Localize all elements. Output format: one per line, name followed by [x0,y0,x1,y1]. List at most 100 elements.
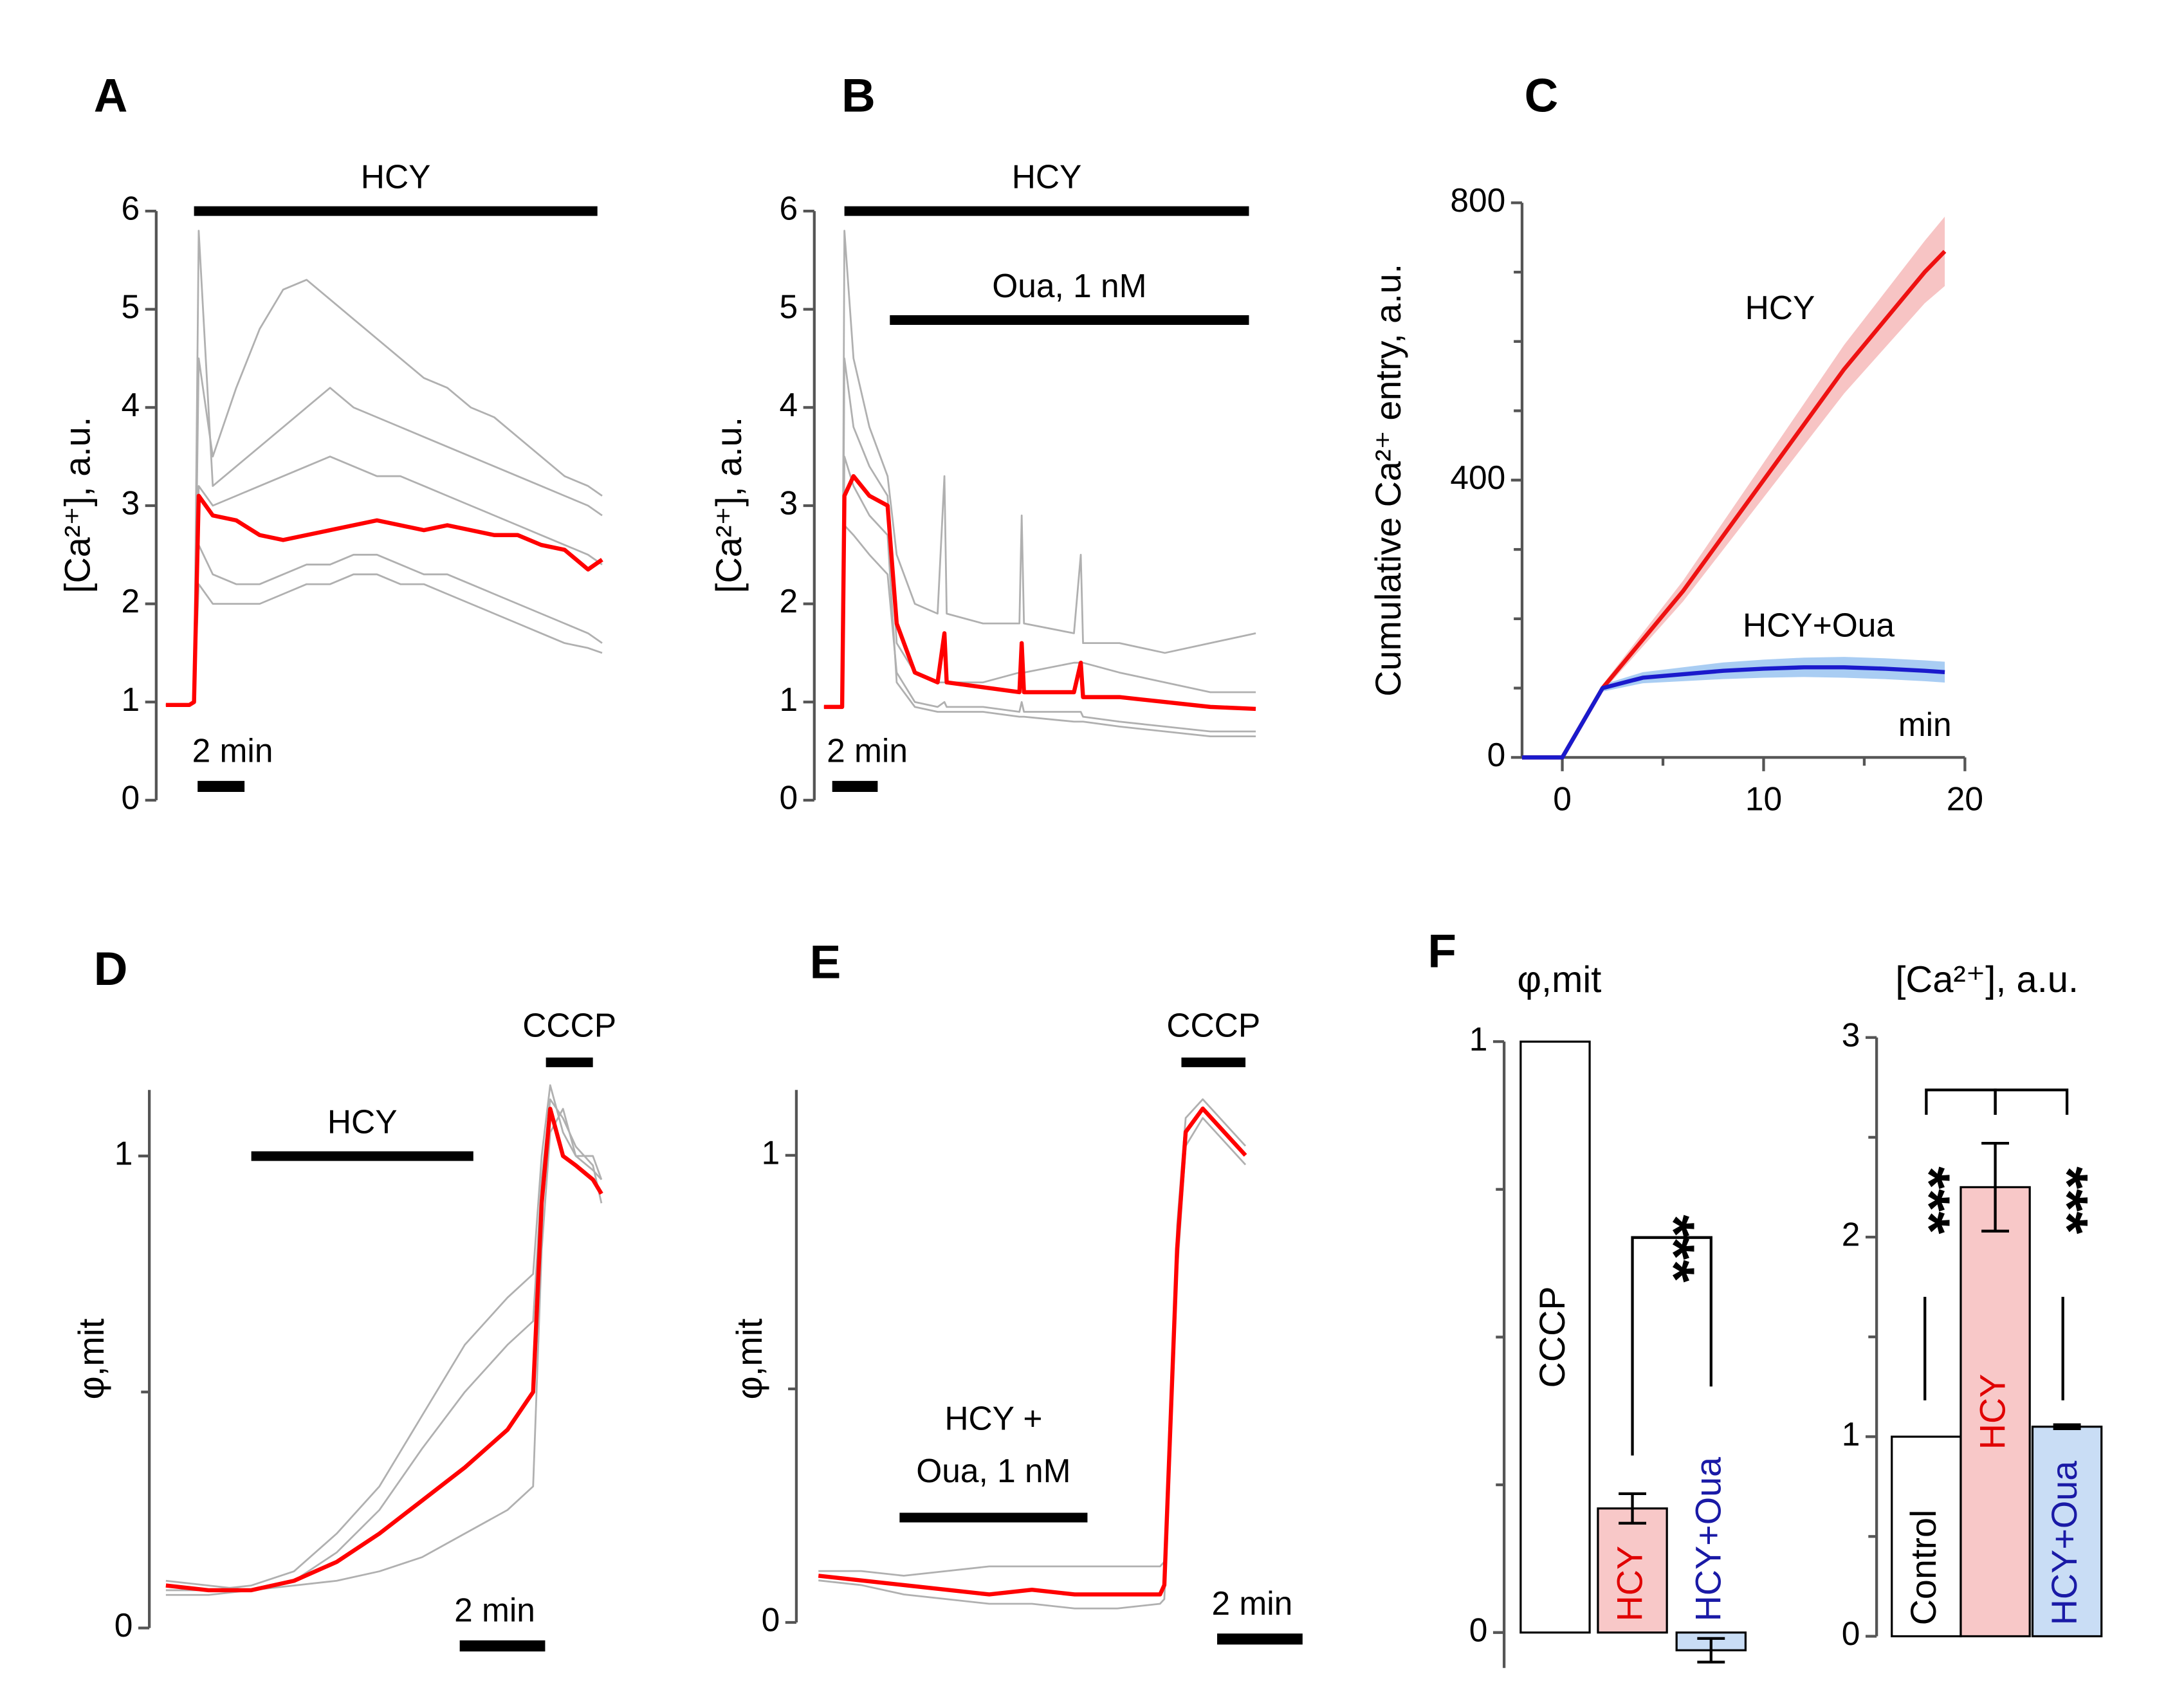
trace [823,357,1256,708]
trace [823,473,1256,712]
panel-title: [Ca²⁺], a.u. [1895,959,2079,1000]
y-axis-label: φ,mit [730,1318,769,1399]
treatment-label: CCCP [1166,1006,1260,1043]
y-tick-label: 3 [121,484,140,522]
significance-bracket [1631,1236,1712,1456]
trace [818,1107,1247,1597]
significance-stars: *** [2035,1166,2100,1234]
y-tick-label: 1 [779,681,798,718]
y-tick-label: 800 [1450,181,1505,219]
panel-letter: E [810,936,841,988]
y-tick-label: 2 [1842,1216,1860,1253]
treatment-label: Oua, 1 nM [916,1452,1070,1489]
y-tick-label: 5 [121,288,140,325]
scale-bar-label: 2 min [454,1592,535,1629]
y-tick-label: 1 [115,1135,133,1172]
y-tick-label: 0 [1469,1611,1488,1648]
trace [165,493,603,708]
series-label: HCY+Oua [1743,606,1895,643]
y-tick-label: 5 [779,288,798,325]
panel-letter: F [1427,925,1456,977]
y-tick-label: 1 [762,1134,780,1171]
y-tick-label: 2 [779,582,798,620]
y-tick-label: 2 [121,582,140,620]
y-axis-label: φ,mit [71,1318,111,1399]
y-tick-label: 0 [121,778,140,816]
trace [165,573,603,706]
y-tick-label: 400 [1450,459,1505,496]
treatment-label: HCY + [944,1400,1042,1437]
trace [165,1107,603,1593]
scale-bar-label: 2 min [1211,1584,1292,1622]
x-axis-label: min [1898,706,1952,743]
significance-bracket [1994,1088,2069,1115]
treatment-label: CCCP [522,1006,616,1043]
y-tick-label: 0 [779,778,798,816]
bar [1960,1186,2031,1638]
error-bar [1619,1492,1646,1525]
bar-label: HCY [1972,1374,2012,1450]
trace [818,1117,1247,1610]
x-tick-label: 10 [1745,780,1782,818]
y-tick-label: 1 [121,681,140,718]
trace [1521,665,1945,760]
series-label: HCY [1745,289,1815,326]
trace [818,1098,1247,1577]
error-bar [1697,1637,1725,1664]
bar [1519,1040,1591,1634]
y-tick-label: 0 [1487,736,1506,773]
bar [2031,1426,2103,1638]
y-tick-label: 0 [1842,1615,1860,1652]
trace [165,230,603,706]
bar-label: CCCP [1532,1286,1572,1388]
panel-letter: D [94,943,128,995]
significance-bracket [1925,1088,1997,1115]
treatment-label: HCY [361,158,431,195]
y-tick-label: 1 [1469,1020,1488,1058]
bar-label: HCY+Oua [2044,1461,2084,1626]
error-bar [1981,1142,2010,1233]
treatment-label: HCY [1012,158,1082,195]
scale-bar-label: 2 min [192,732,273,769]
trace [165,279,603,706]
y-tick-label: 6 [779,190,798,227]
trace [823,230,1256,708]
trace [1521,250,1947,760]
error-band [1521,216,1945,758]
significance-stars: *** [1896,1166,1961,1234]
x-tick-label: 0 [1553,780,1572,818]
bar-label: Control [1904,1510,1943,1626]
y-axis-label: Cumulative Ca²⁺ entry, a.u. [1368,264,1408,697]
panel-title: φ,mit [1517,959,1601,1000]
treatment-label: HCY [327,1103,398,1140]
trace [165,455,603,706]
y-tick-label: 0 [115,1606,133,1644]
trace [165,544,603,706]
trace [823,455,1256,738]
x-tick-label: 20 [1947,780,1983,818]
trace [165,1084,603,1592]
treatment-label: Oua, 1 nM [992,267,1146,304]
y-axis-label: [Ca²⁺], a.u. [58,417,98,593]
y-tick-label: 4 [779,386,798,423]
scale-bar-label: 2 min [827,732,908,769]
bar [1597,1507,1668,1634]
bar [1891,1435,1962,1638]
y-tick-label: 4 [121,386,140,423]
bar-label: HCY [1610,1546,1649,1622]
panel-letter: C [1525,70,1559,122]
panel-letter: A [94,70,128,122]
y-tick-label: 1 [1842,1415,1860,1453]
error-bar [2053,1423,2081,1430]
y-axis-label: [Ca²⁺], a.u. [709,417,749,593]
y-tick-label: 3 [779,484,798,522]
y-tick-label: 3 [1842,1016,1860,1053]
panel-letter: B [841,70,876,122]
bar-label: HCY+Oua [1689,1457,1729,1622]
y-tick-label: 6 [121,190,140,227]
significance-stars: *** [1642,1215,1707,1282]
trace [823,524,1256,733]
y-tick-label: 0 [762,1601,780,1639]
